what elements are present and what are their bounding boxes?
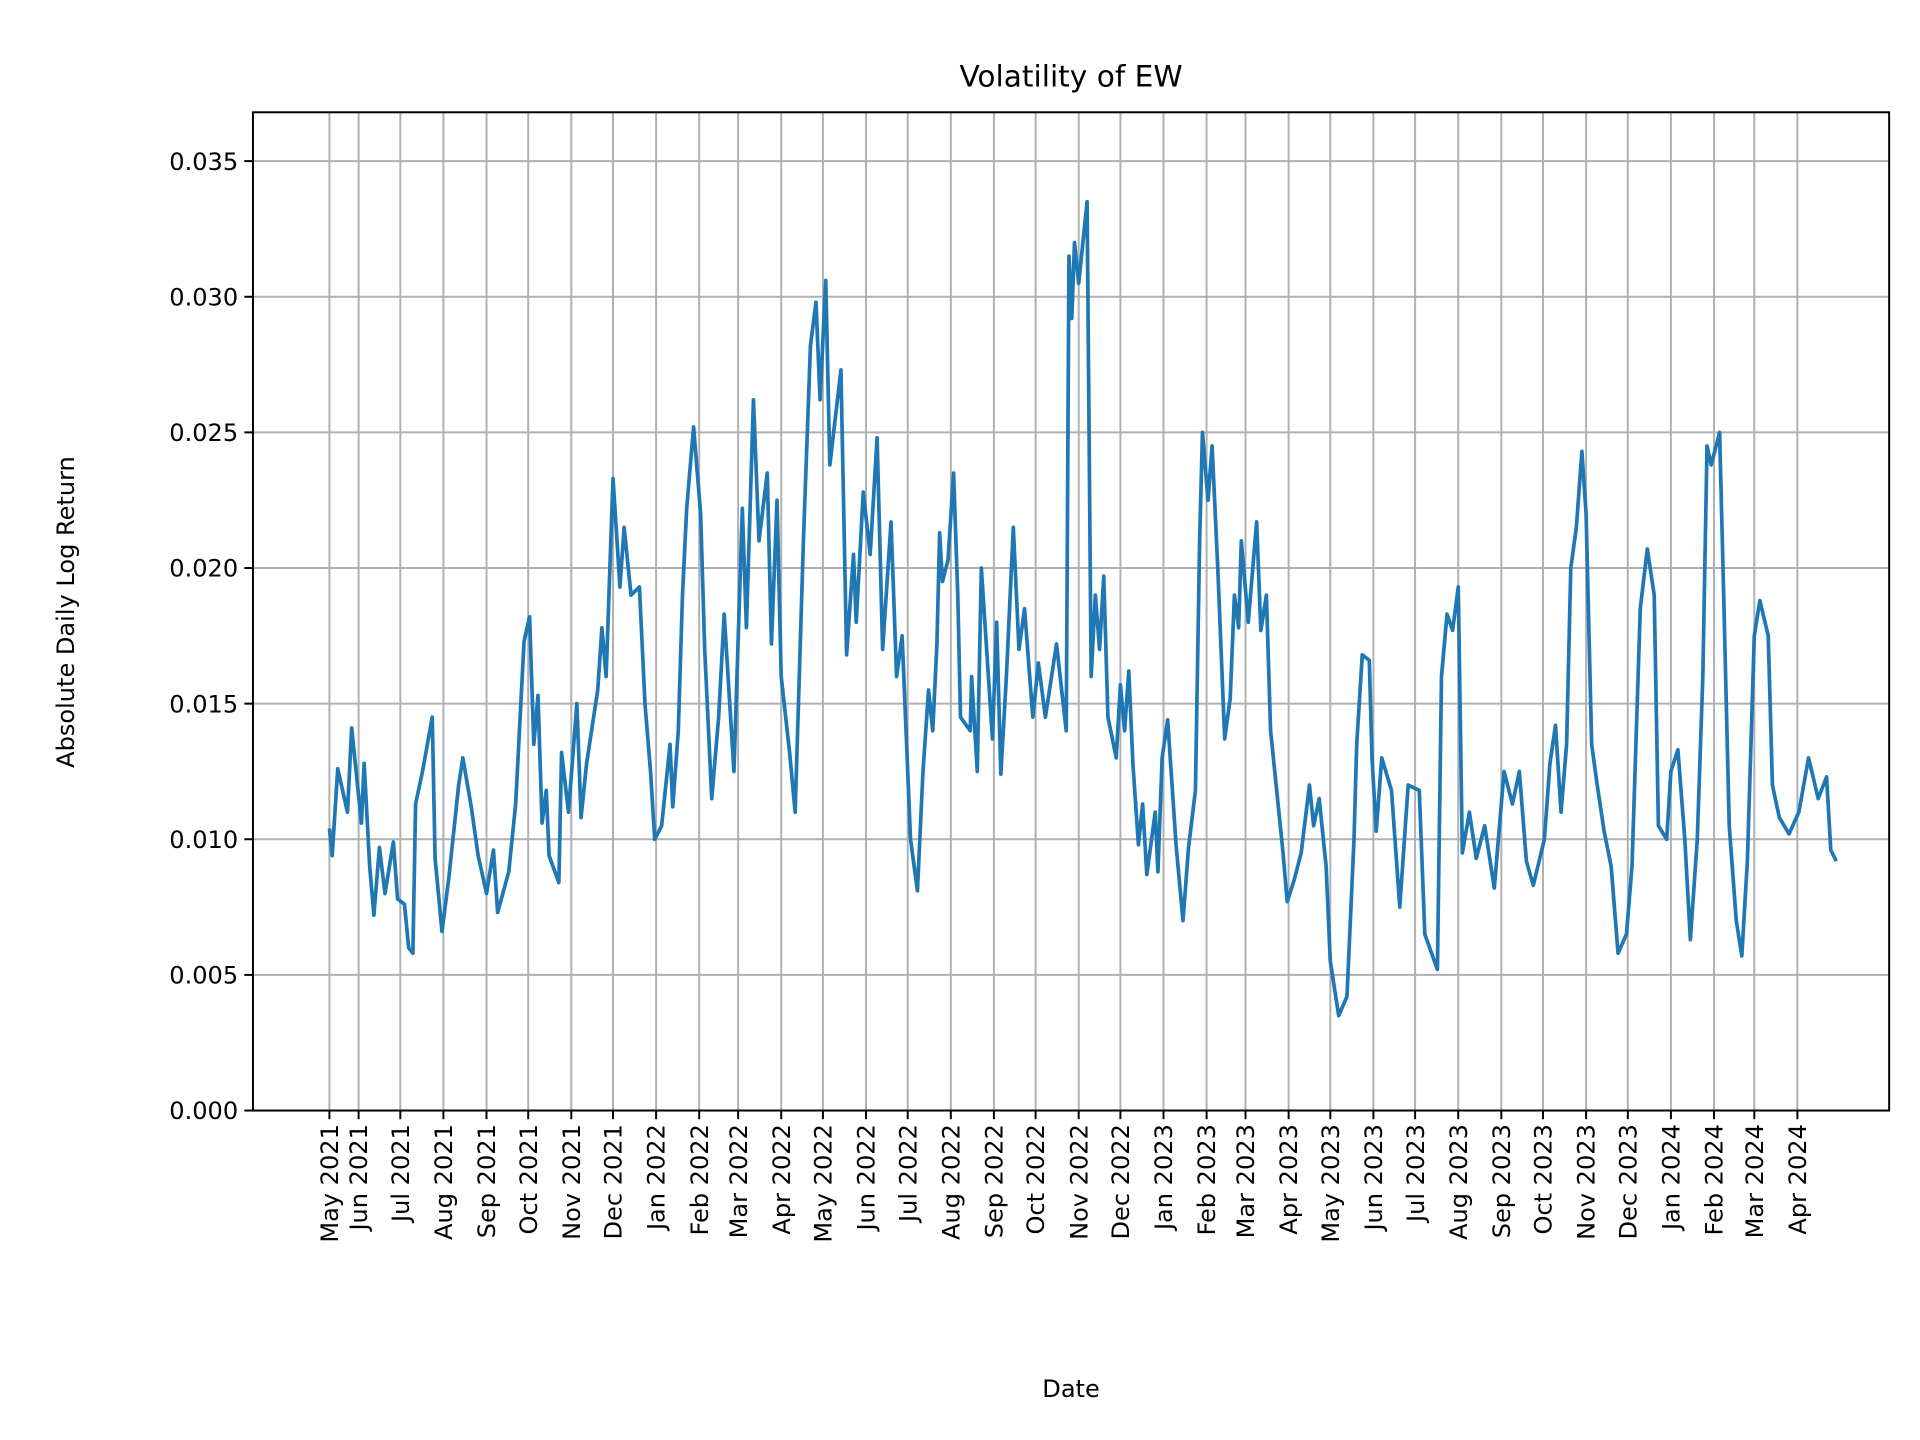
x-tick-label: Aug 2021 xyxy=(430,1124,458,1240)
x-tick-label: May 2023 xyxy=(1317,1124,1345,1243)
x-tick-label: Jul 2022 xyxy=(894,1124,922,1224)
x-tick-label: Dec 2022 xyxy=(1107,1124,1135,1239)
x-tick-label: Apr 2022 xyxy=(768,1124,796,1234)
x-tick-label: Mar 2022 xyxy=(725,1124,753,1238)
x-tick-label: Mar 2023 xyxy=(1232,1124,1260,1238)
x-tick-label: Feb 2023 xyxy=(1193,1124,1221,1235)
x-tick-label: Dec 2021 xyxy=(600,1124,628,1239)
x-tick-label: Jul 2023 xyxy=(1402,1124,1430,1224)
y-tick-label: 0.020 xyxy=(169,555,238,583)
x-tick-label: Aug 2023 xyxy=(1445,1124,1473,1240)
x-tick-label: Oct 2022 xyxy=(1022,1124,1050,1234)
x-tick-label: Jan 2022 xyxy=(643,1124,671,1232)
y-tick-label: 0.010 xyxy=(169,826,238,854)
x-tick-label: Nov 2022 xyxy=(1065,1124,1093,1240)
x-tick-label: Jun 2021 xyxy=(345,1124,373,1232)
x-tick-label: Aug 2022 xyxy=(937,1124,965,1240)
y-tick-label: 0.035 xyxy=(169,148,238,176)
x-tick-label: Oct 2021 xyxy=(515,1124,543,1234)
x-tick-label: Sep 2021 xyxy=(473,1124,501,1238)
y-tick-label: 0.005 xyxy=(169,962,238,990)
x-tick-label: Nov 2023 xyxy=(1573,1124,1601,1240)
x-axis-label: Date xyxy=(1042,1375,1099,1403)
x-tick-label: May 2022 xyxy=(810,1124,838,1243)
y-tick-label: 0.025 xyxy=(169,419,238,447)
x-tick-label: May 2021 xyxy=(316,1124,344,1243)
x-tick-label: Feb 2022 xyxy=(686,1124,714,1235)
x-tick-label: Mar 2024 xyxy=(1741,1124,1769,1238)
x-axis-ticks: May 2021 Jun 2021 Jul 2021 Aug 2021 Sep 2021… xyxy=(316,1110,1812,1243)
x-tick-label: Apr 2023 xyxy=(1275,1124,1303,1234)
x-tick-label: Jun 2022 xyxy=(853,1124,881,1232)
x-tick-label: Jul 2021 xyxy=(387,1124,415,1224)
x-tick-label: Nov 2021 xyxy=(558,1124,586,1240)
x-tick-label: Sep 2022 xyxy=(981,1124,1009,1238)
grid xyxy=(252,112,1890,1112)
x-tick-label: Oct 2023 xyxy=(1530,1124,1558,1234)
x-tick-label: Jun 2023 xyxy=(1360,1124,1388,1232)
volatility-line xyxy=(327,199,1838,1018)
x-tick-label: Jan 2024 xyxy=(1658,1124,1686,1232)
plot-frame xyxy=(251,111,1891,1112)
chart-title: Volatility of EW xyxy=(959,59,1182,93)
y-axis-ticks: 0.000 0.005 0.010 0.015 0.020 0.025 0.030 0.035 xyxy=(169,148,253,1125)
x-tick-label: Dec 2023 xyxy=(1614,1124,1642,1239)
x-tick-label: Jan 2023 xyxy=(1150,1124,1178,1232)
y-axis-label: Absolute Daily Log Return xyxy=(52,456,80,768)
x-tick-label: Sep 2023 xyxy=(1488,1124,1516,1238)
y-tick-label: 0.030 xyxy=(169,283,238,311)
y-tick-label: 0.000 xyxy=(169,1097,238,1125)
y-tick-label: 0.015 xyxy=(169,690,238,718)
x-tick-label: Feb 2024 xyxy=(1701,1124,1729,1235)
x-tick-label: Apr 2024 xyxy=(1784,1124,1812,1234)
